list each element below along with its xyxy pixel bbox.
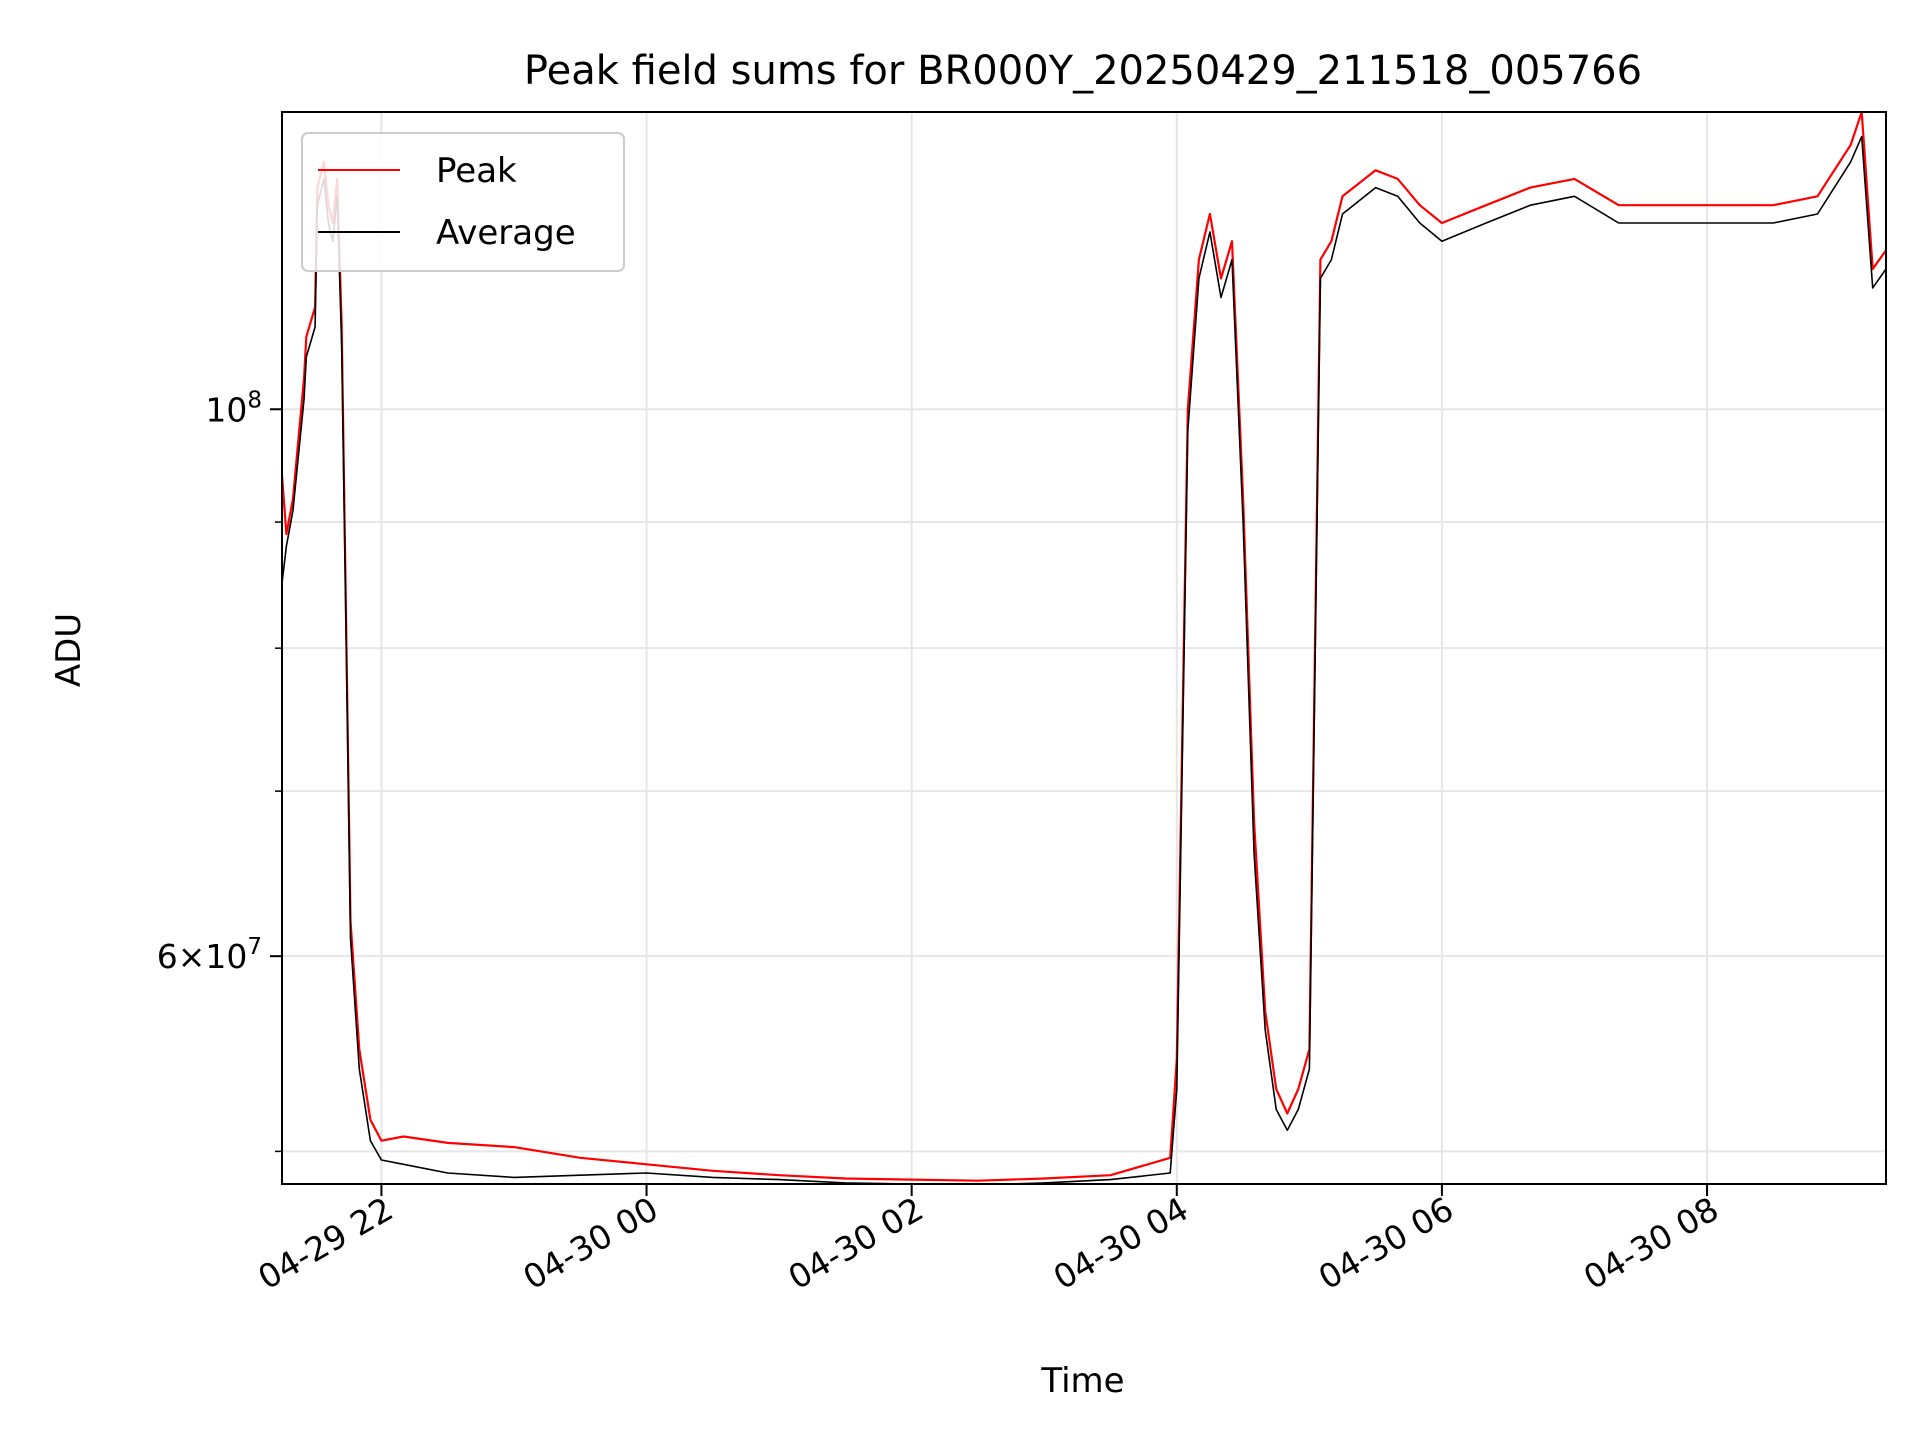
legend-label: Peak <box>436 151 517 191</box>
y-tick-base: 10 <box>205 390 247 429</box>
legend: Peak Average <box>301 132 625 272</box>
legend-box <box>301 132 625 272</box>
y-tick-base: 10 <box>205 937 247 976</box>
y-tick-label: 6×107 <box>157 934 262 976</box>
y-tick-label: 108 <box>205 387 262 429</box>
y-tick-mantissa: 6 <box>157 937 178 976</box>
y-tick-exponent: 8 <box>247 387 262 413</box>
y-tick-times: × <box>178 937 206 976</box>
legend-label: Average <box>436 213 576 253</box>
y-axis-label: ADU <box>49 613 89 687</box>
x-axis-label: Time <box>1040 1361 1124 1401</box>
grid <box>282 112 1886 1184</box>
chart-title: Peak field sums for BR000Y_20250429_2115… <box>524 48 1642 94</box>
y-tick-exponent: 7 <box>247 934 262 960</box>
